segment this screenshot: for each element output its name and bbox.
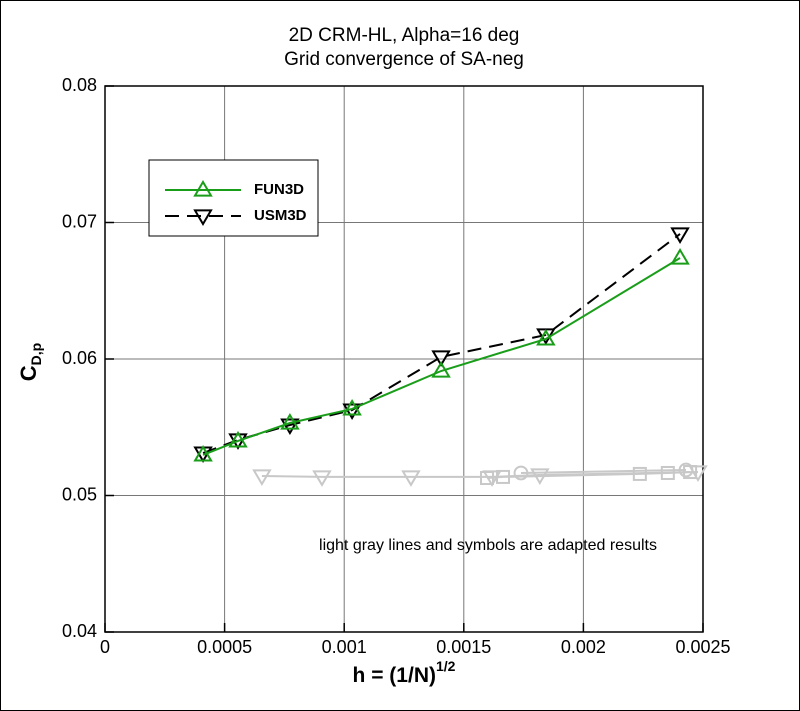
- marker: [252, 469, 272, 486]
- legend-label: USM3D: [254, 207, 307, 224]
- series-line: [202, 257, 681, 456]
- y-tick-label: 0.05: [62, 484, 97, 504]
- marker: [193, 209, 213, 226]
- x-axis-label: h = (1/N)1/2: [353, 658, 456, 687]
- marker: [431, 350, 451, 367]
- marker: [670, 227, 690, 244]
- x-tick-label: 0.0005: [197, 637, 252, 657]
- y-tick-label: 0.07: [62, 211, 97, 231]
- marker: [688, 465, 708, 482]
- marker: [482, 470, 502, 487]
- marker: [342, 403, 362, 421]
- marker: [312, 470, 332, 487]
- y-tick-label: 0.08: [62, 75, 97, 95]
- series-line: [261, 471, 698, 478]
- series-line: [202, 233, 681, 454]
- plot-border: [104, 85, 704, 633]
- marker: [401, 470, 421, 487]
- y-tick-label: 0.04: [62, 621, 97, 641]
- x-tick-label: 0.001: [322, 637, 367, 657]
- marker: [670, 248, 690, 265]
- y-tick-label: 0.06: [62, 348, 97, 368]
- x-tick-label: 0.002: [561, 637, 606, 657]
- annotation: light gray lines and symbols are adapted…: [319, 537, 657, 554]
- y-axis-label-sub: D,p: [28, 343, 44, 366]
- x-tick-label: 0: [100, 637, 110, 657]
- marker: [280, 418, 300, 436]
- x-tick-label: 0.0015: [436, 637, 491, 657]
- marker: [342, 398, 362, 416]
- marker: [193, 444, 213, 462]
- chart-title: 2D CRM-HL, Alpha=16 deg: [289, 25, 520, 46]
- x-axis-label-main: h = (1/N): [353, 664, 436, 687]
- y-axis-label-main: C: [16, 365, 41, 381]
- x-axis-label-sup: 1/2: [436, 658, 456, 674]
- legend-label: FUN3D: [254, 181, 304, 198]
- marker: [530, 468, 550, 485]
- marker: [431, 361, 451, 378]
- chart-subtitle: Grid convergence of SA-neg: [284, 49, 524, 70]
- marker: [193, 180, 213, 197]
- legend-box: [148, 159, 319, 237]
- marker: [513, 465, 529, 481]
- x-tick-label: 0.0025: [675, 637, 730, 657]
- marker: [280, 413, 300, 430]
- y-axis-label: CD,p: [16, 343, 44, 381]
- marker: [536, 328, 556, 346]
- series-line: [520, 468, 687, 474]
- marker: [228, 430, 248, 448]
